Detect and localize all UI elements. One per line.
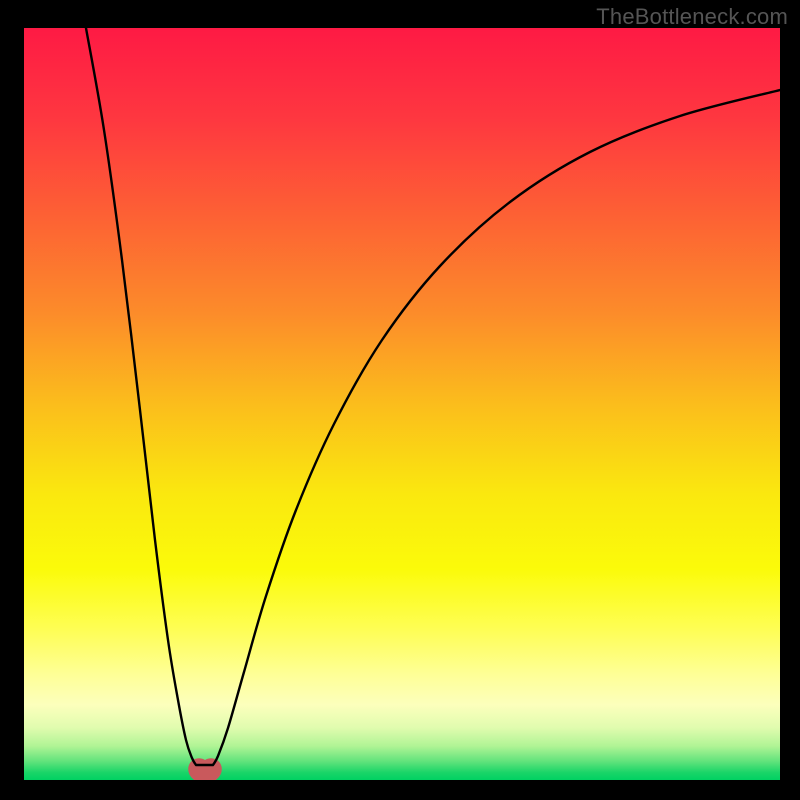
watermark-text: TheBottleneck.com <box>596 4 788 30</box>
gradient-background <box>24 28 780 780</box>
bottleneck-chart <box>0 0 800 800</box>
chart-container: { "meta": { "watermark_text": "TheBottle… <box>0 0 800 800</box>
